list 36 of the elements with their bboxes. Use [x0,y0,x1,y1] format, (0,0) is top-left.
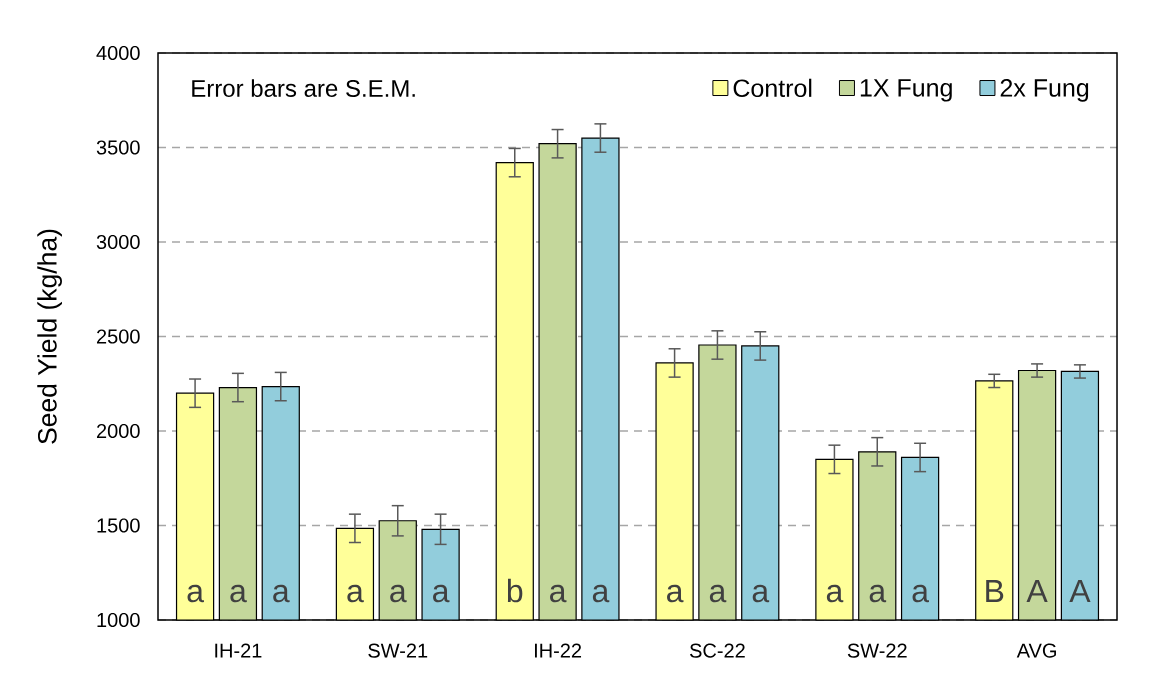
data-label: a [912,584,929,603]
data-label: a [869,584,887,603]
data-label: a [187,584,204,603]
y-tick-label: 2000 [96,423,140,439]
data-label: a [550,584,567,603]
x-tick-label: IH-21 [215,643,262,658]
data-label: b [507,578,523,603]
data-label: a [347,584,364,603]
data-label: a [709,584,727,603]
x-tick-label: SC-22 [689,643,745,658]
data-label: a [592,584,610,603]
x-tick-label: SW-22 [847,643,907,658]
data-label: a [390,584,407,603]
y-tick-label: 2500 [96,329,140,344]
y-tick-label: 3500 [96,140,140,155]
data-label: A [1026,579,1048,602]
data-label: A [1069,579,1091,602]
x-tick-label: IH-22 [534,643,582,658]
data-label: a [273,584,290,603]
y-tick-label: 4000 [96,45,140,61]
legend-label: Control [733,78,812,98]
data-label: B [986,579,1004,602]
data-label: a [752,584,770,603]
y-tick-label: 3000 [96,234,140,250]
data-label: a [826,584,844,603]
y-axis-title: Seed Yield (kg/ha) [37,229,62,444]
data-label: a [433,584,450,603]
data-label: a [667,584,684,603]
annotation: Error bars are S.E.M. [192,79,415,97]
x-tick-label: AVG [1016,643,1056,658]
legend-label: 1X Fung [860,79,952,102]
y-tick-label: 1000 [97,612,140,628]
x-tick-label: SW-21 [368,643,428,658]
y-tick-label: 1500 [97,518,140,533]
legend-label: 2x Fung [1000,79,1089,102]
data-label: a [230,584,247,603]
